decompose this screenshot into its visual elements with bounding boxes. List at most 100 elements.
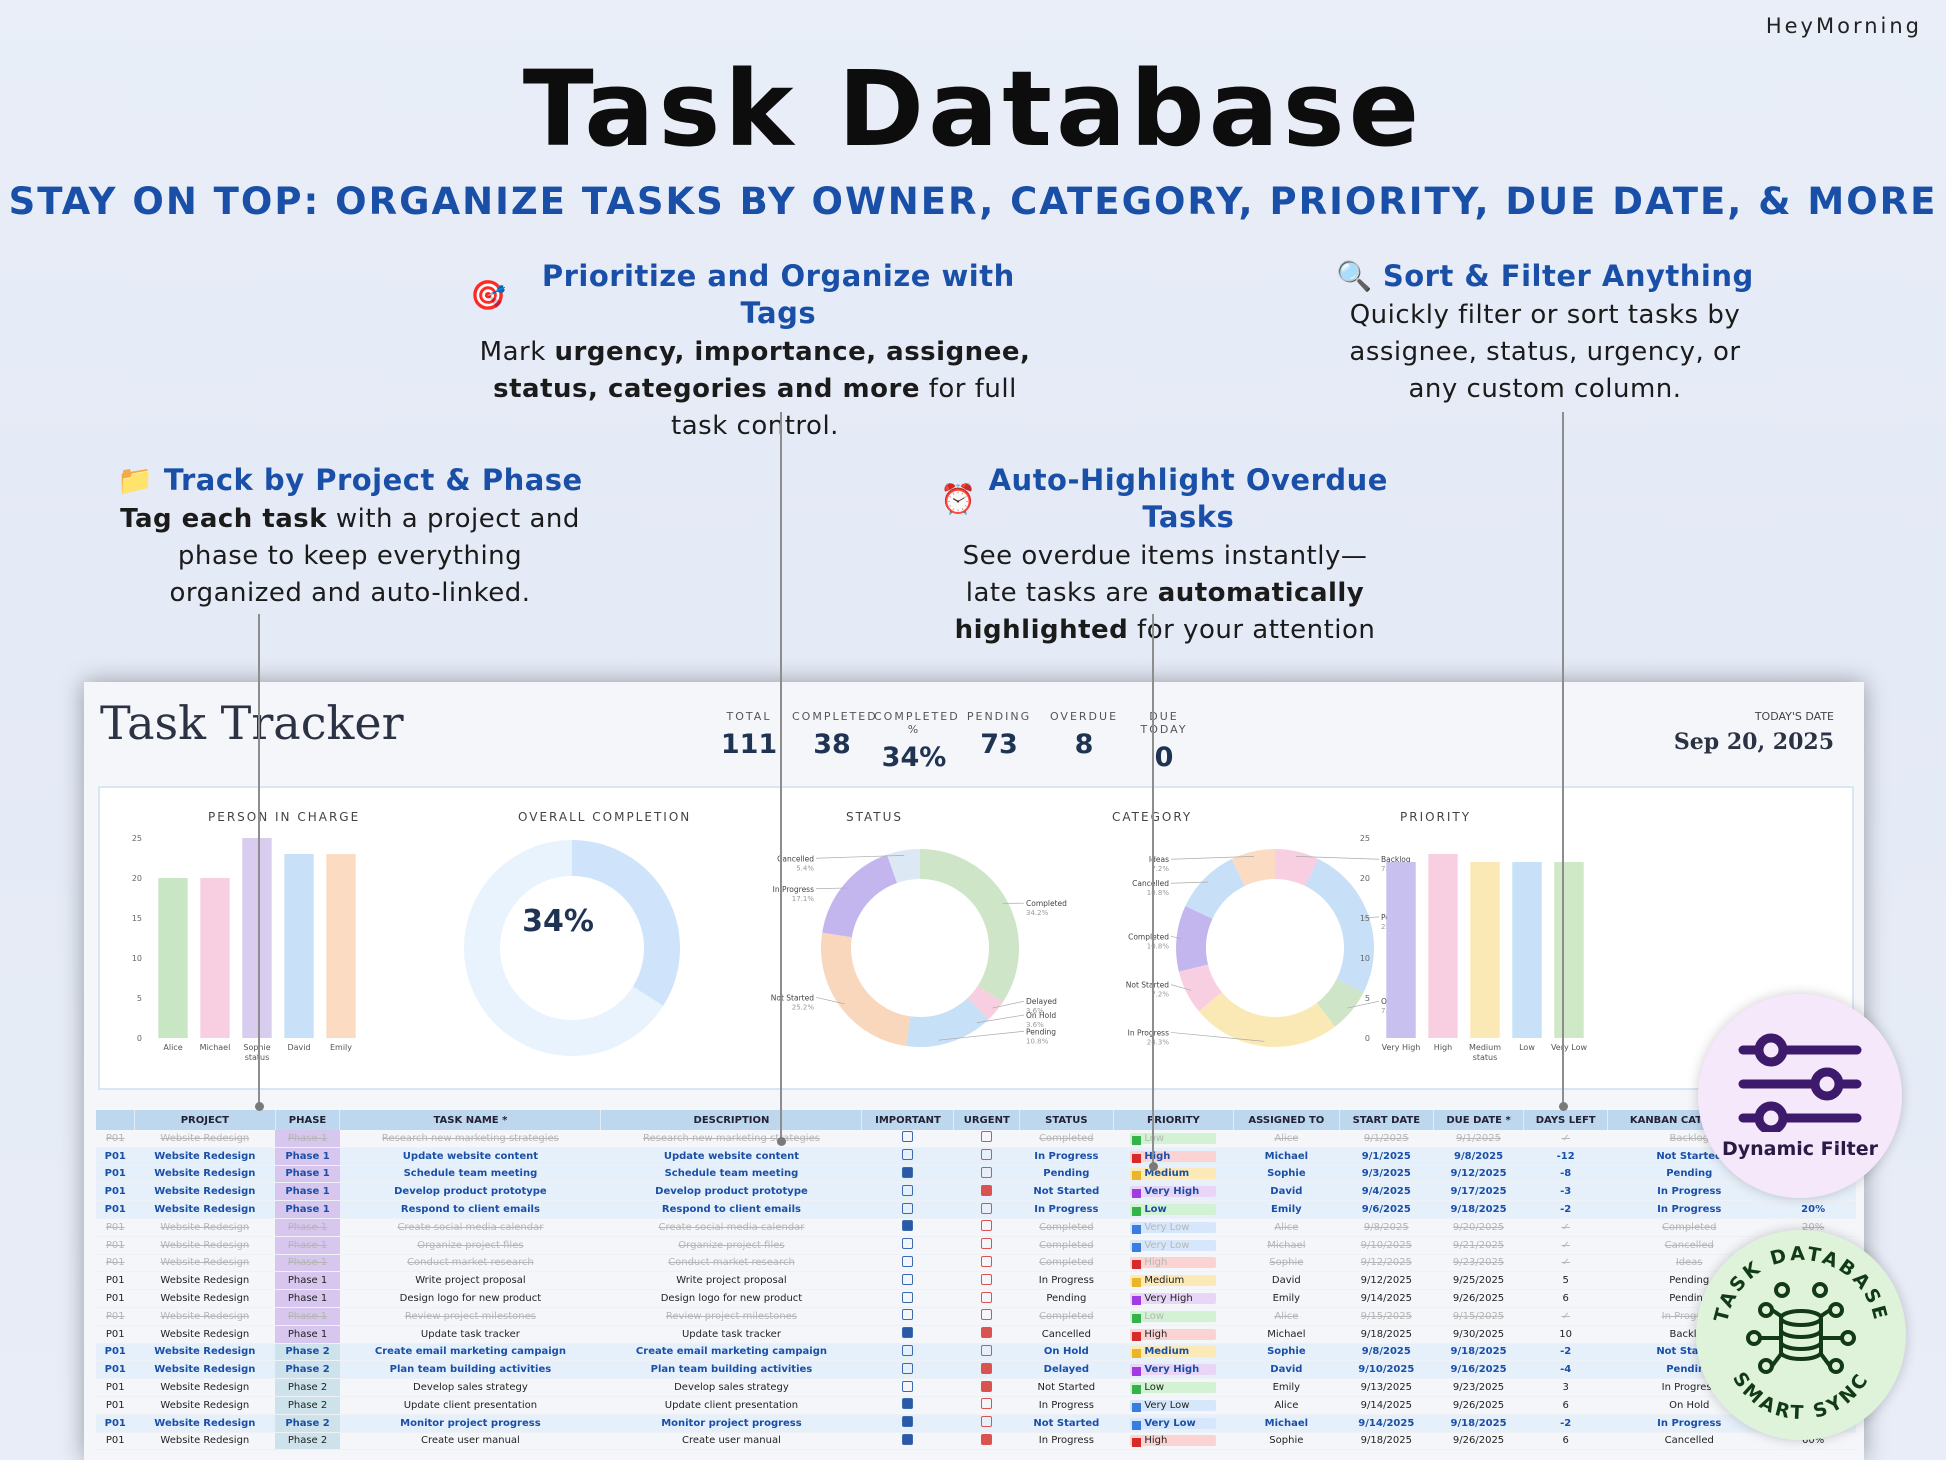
description-cell: Design logo for new product xyxy=(600,1289,862,1308)
important-checkbox[interactable] xyxy=(861,1200,954,1219)
kanban-cell: Completed xyxy=(1607,1218,1771,1237)
table-row[interactable]: P01 Website Redesign Phase 2 Develop sales … xyxy=(96,1378,1856,1397)
important-checkbox[interactable] xyxy=(861,1307,954,1326)
table-row[interactable]: P01 Website Redesign Phase 1 Write project … xyxy=(96,1271,1856,1291)
column-header[interactable]: ASSIGNED TO xyxy=(1233,1110,1340,1130)
table-row[interactable]: P01 Website Redesign Phase 1 Organize proje… xyxy=(96,1236,1856,1255)
start-date-cell: 9/1/2025 xyxy=(1339,1130,1434,1148)
important-checkbox[interactable] xyxy=(861,1236,954,1255)
project-id: P01 xyxy=(96,1307,135,1326)
table-row[interactable]: P01 Website Redesign Phase 1 Review project… xyxy=(96,1307,1856,1326)
important-checkbox[interactable] xyxy=(861,1130,954,1148)
important-checkbox[interactable] xyxy=(861,1147,954,1166)
table-row[interactable]: P01 Website Redesign Phase 1 Update website… xyxy=(96,1147,1856,1166)
x-tick-label: David xyxy=(287,1043,310,1052)
completion-value: 34% xyxy=(522,904,594,939)
urgent-checkbox[interactable] xyxy=(953,1271,1020,1291)
urgent-checkbox[interactable] xyxy=(953,1396,1020,1415)
description-cell: Conduct market research xyxy=(600,1254,862,1273)
table-row[interactable]: P01 Website Redesign Phase 2 Monitor projec… xyxy=(96,1414,1856,1433)
leader-line xyxy=(1170,935,1182,940)
table-row[interactable]: P01 Website Redesign Phase 1 Create social … xyxy=(96,1218,1856,1237)
feature-track: 📁 Track by Project & Phase Tag each task … xyxy=(117,463,583,608)
due-date-cell: 9/20/2025 xyxy=(1433,1218,1524,1237)
table-row[interactable]: P01 Website Redesign Phase 2 Plan team buil… xyxy=(96,1360,1856,1380)
table-row[interactable]: P01 Website Redesign Phase 1 Design logo fo… xyxy=(96,1289,1856,1308)
connector-line xyxy=(1152,614,1154,1166)
task-name-cell: Review project milestones xyxy=(339,1307,601,1326)
important-checkbox[interactable] xyxy=(861,1432,954,1451)
task-name-cell: Conduct market research xyxy=(339,1254,601,1273)
urgent-checkbox[interactable] xyxy=(953,1165,1020,1184)
column-header[interactable]: PRIORITY xyxy=(1113,1110,1235,1130)
project-cell: Website Redesign xyxy=(134,1396,276,1415)
table-row[interactable]: P01 Website Redesign Phase 2 Update client … xyxy=(96,1396,1856,1415)
task-name-cell: Develop sales strategy xyxy=(339,1378,601,1397)
urgent-checkbox[interactable] xyxy=(953,1218,1020,1237)
urgent-checkbox[interactable] xyxy=(953,1343,1020,1362)
column-header[interactable]: IMPORTANT xyxy=(861,1110,955,1130)
urgent-checkbox[interactable] xyxy=(953,1254,1020,1273)
table-row[interactable]: P01 Website Redesign Phase 2 Create email m… xyxy=(96,1343,1856,1362)
column-header[interactable]: STATUS xyxy=(1019,1110,1114,1130)
table-row[interactable]: P01 Website Redesign Phase 1 Conduct market… xyxy=(96,1254,1856,1273)
task-table: PROJECT PHASE TASK NAME * DESCRIPTION IMPORT… xyxy=(96,1110,1856,1451)
table-row[interactable]: P01 Website Redesign Phase 1 Research new m… xyxy=(96,1130,1856,1148)
column-header[interactable]: DUE DATE * xyxy=(1433,1110,1525,1130)
important-checkbox[interactable] xyxy=(861,1325,954,1344)
important-checkbox[interactable] xyxy=(861,1378,954,1397)
project-cell: Website Redesign xyxy=(134,1360,276,1380)
table-row[interactable]: P01 Website Redesign Phase 1 Schedule team … xyxy=(96,1165,1856,1184)
urgent-checkbox[interactable] xyxy=(953,1130,1020,1148)
y-tick-label: 10 xyxy=(132,954,142,963)
table-row[interactable]: P01 Website Redesign Phase 1 Update task tr… xyxy=(96,1325,1856,1344)
urgent-checkbox[interactable] xyxy=(953,1325,1020,1344)
important-checkbox[interactable] xyxy=(861,1165,954,1184)
important-checkbox[interactable] xyxy=(861,1271,954,1291)
table-row[interactable]: P01 Website Redesign Phase 1 Respond to cli… xyxy=(96,1200,1856,1219)
status-cell: Not Started xyxy=(1019,1414,1114,1433)
column-header[interactable]: START DATE xyxy=(1339,1110,1434,1130)
column-header[interactable]: PHASE xyxy=(275,1110,341,1130)
slice-percent: 34.2% xyxy=(1026,909,1049,917)
important-checkbox[interactable] xyxy=(861,1343,954,1362)
assigned-cell: Emily xyxy=(1233,1289,1340,1308)
kanban-cell: Cancelled xyxy=(1607,1432,1771,1451)
project-id: P01 xyxy=(96,1165,135,1184)
important-checkbox[interactable] xyxy=(861,1414,954,1433)
column-header[interactable]: TASK NAME * xyxy=(339,1110,602,1130)
urgent-checkbox[interactable] xyxy=(953,1147,1020,1166)
urgent-checkbox[interactable] xyxy=(953,1200,1020,1219)
start-date-cell: 9/14/2025 xyxy=(1339,1396,1434,1415)
due-date-cell: 9/23/2025 xyxy=(1433,1378,1524,1397)
table-row[interactable]: P01 Website Redesign Phase 2 Create user ma… xyxy=(96,1432,1856,1451)
important-checkbox[interactable] xyxy=(861,1396,954,1415)
important-checkbox[interactable] xyxy=(861,1360,954,1380)
urgent-checkbox[interactable] xyxy=(953,1378,1020,1397)
project-cell: Website Redesign xyxy=(134,1182,276,1202)
pie-slice xyxy=(919,849,1019,1003)
important-checkbox[interactable] xyxy=(861,1254,954,1273)
column-header[interactable]: PROJECT xyxy=(134,1110,276,1130)
important-checkbox[interactable] xyxy=(861,1218,954,1237)
urgent-checkbox[interactable] xyxy=(953,1360,1020,1380)
urgent-checkbox[interactable] xyxy=(953,1289,1020,1308)
important-checkbox[interactable] xyxy=(861,1182,954,1202)
important-checkbox[interactable] xyxy=(861,1289,954,1308)
connector-dot xyxy=(777,1137,786,1146)
pie-slice xyxy=(822,854,898,938)
column-header[interactable]: DAYS LEFT xyxy=(1523,1110,1609,1130)
urgent-checkbox[interactable] xyxy=(953,1432,1020,1451)
urgent-checkbox[interactable] xyxy=(953,1307,1020,1326)
column-header[interactable]: URGENT xyxy=(953,1110,1021,1130)
status-cell: Completed xyxy=(1019,1307,1114,1326)
x-axis-label: status xyxy=(245,1053,270,1062)
urgent-checkbox[interactable] xyxy=(953,1414,1020,1433)
start-date-cell: 9/8/2025 xyxy=(1339,1343,1434,1362)
column-header[interactable]: DESCRIPTION xyxy=(600,1110,863,1130)
project-cell: Website Redesign xyxy=(134,1147,276,1166)
urgent-checkbox[interactable] xyxy=(953,1236,1020,1255)
assigned-cell: Sophie xyxy=(1233,1165,1340,1184)
urgent-checkbox[interactable] xyxy=(953,1182,1020,1202)
table-row[interactable]: P01 Website Redesign Phase 1 Develop produc… xyxy=(96,1182,1856,1202)
